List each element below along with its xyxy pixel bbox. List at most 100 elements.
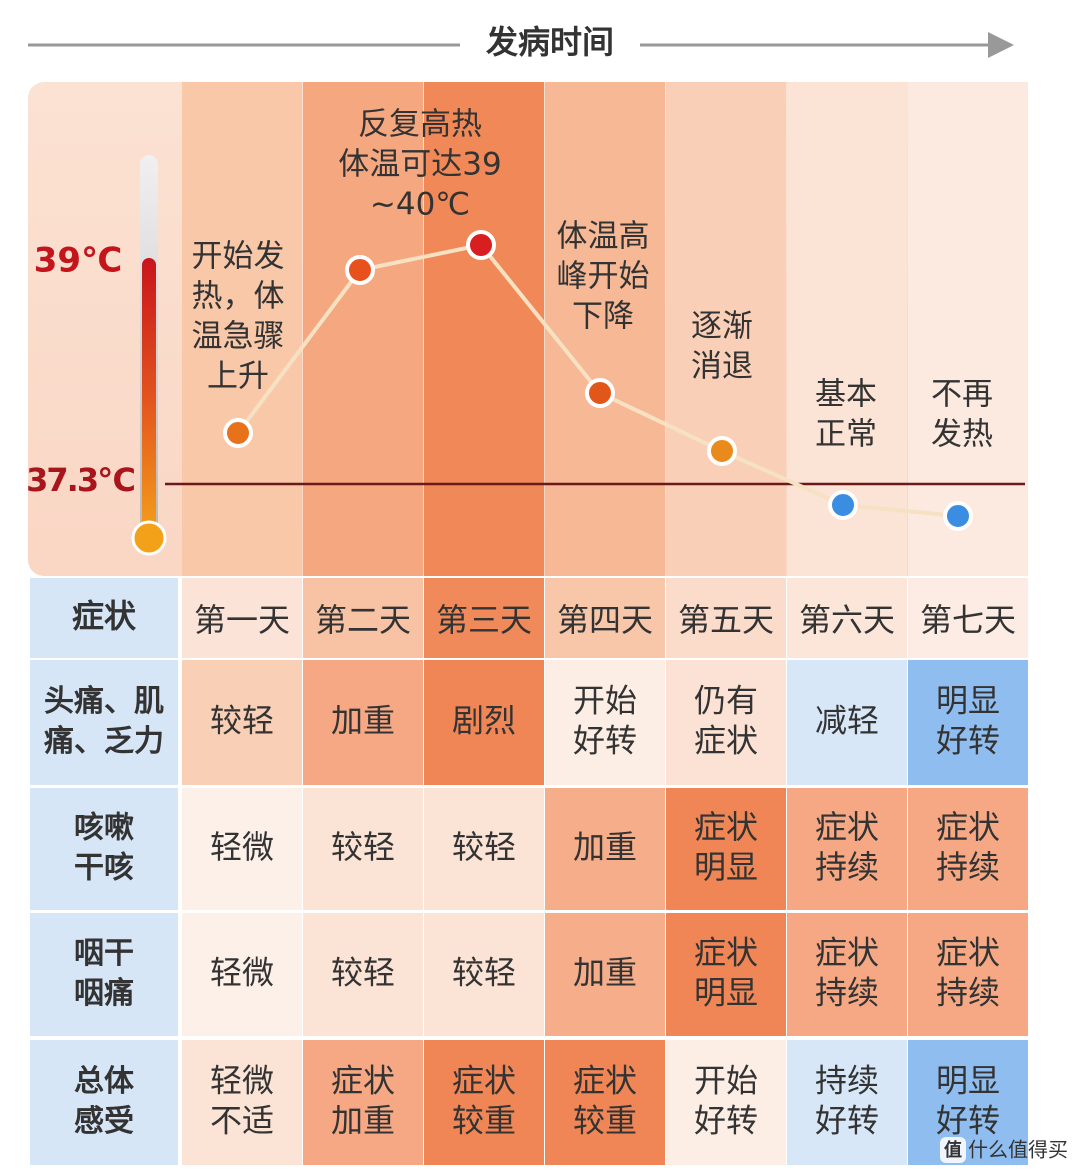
symptom-text: 较轻 [331, 954, 395, 992]
fever-note: 体温高 [557, 219, 650, 255]
watermark-text: 什么值得买 [968, 1138, 1068, 1162]
symptom-cell [303, 660, 423, 785]
thermometer-mercury [142, 258, 156, 538]
day-header-cell [908, 578, 1028, 658]
symptom-cell [787, 788, 907, 910]
symptom-text: 持续 [936, 974, 1000, 1012]
corner-label: 症状 [72, 597, 137, 635]
day-column [545, 82, 665, 576]
symptom-text: 明显 [936, 682, 1000, 720]
symptom-text: 症状 [815, 934, 879, 972]
fever-note: 发热 [931, 417, 993, 453]
symptom-text: 较轻 [452, 954, 516, 992]
corner-cell [30, 578, 178, 658]
symptom-text: 症状 [936, 934, 1000, 972]
symptom-cell [545, 913, 665, 1036]
arrow-head [988, 32, 1014, 58]
symptom-text: 轻微 [210, 954, 274, 992]
day-header-cell [424, 578, 544, 658]
fever-note: 开始发 [192, 239, 285, 275]
temp-dot [585, 378, 615, 408]
row-label: 总体 [74, 1064, 135, 1099]
symptom-cell [182, 913, 302, 1036]
temp-baseline-label: 37.3℃ [26, 461, 134, 499]
symptom-text: 症状 [936, 808, 1000, 846]
symptom-text: 症状 [694, 808, 758, 846]
symptom-text: 好转 [936, 722, 1000, 760]
symptom-cell [303, 913, 423, 1036]
fever-note: 逐渐 [691, 309, 753, 345]
symptom-text: 好转 [694, 1102, 758, 1140]
day-header: 第六天 [799, 601, 895, 639]
symptom-cell [666, 913, 786, 1036]
fever-note: 体温可达39 [338, 147, 501, 183]
symptom-cell [787, 913, 907, 1036]
symptom-cell [303, 788, 423, 910]
symptom-cell [424, 913, 544, 1036]
symptom-cell [787, 1040, 907, 1165]
temp-dot [943, 501, 973, 531]
symptom-text: 开始 [573, 682, 637, 720]
symptom-cell [666, 660, 786, 785]
fever-note: 反复高热 [358, 107, 482, 143]
symptom-text: 好转 [573, 722, 637, 760]
row-label-cell [30, 1040, 178, 1165]
symptom-text: 好转 [936, 1102, 1000, 1140]
title: 发病时间 [486, 23, 614, 61]
day-column [182, 82, 302, 576]
symptom-text: 明显 [694, 974, 758, 1012]
fever-note: ~40℃ [370, 187, 470, 223]
symptom-cell [182, 788, 302, 910]
symptom-text: 加重 [331, 1102, 395, 1140]
day-column [908, 82, 1028, 576]
row-label: 痛、乏力 [44, 724, 164, 759]
row-label-cell [30, 788, 178, 910]
symptom-cell [908, 788, 1028, 910]
day-header: 第五天 [678, 601, 774, 639]
symptom-cell [182, 660, 302, 785]
symptom-text: 明显 [936, 1062, 1000, 1100]
row-label: 感受 [74, 1104, 134, 1139]
symptom-text: 较轻 [452, 828, 516, 866]
symptom-cell [424, 1040, 544, 1165]
day-header-cell [787, 578, 907, 658]
symptom-text: 较重 [573, 1102, 637, 1140]
row-label: 咽痛 [74, 976, 134, 1011]
symptom-cell [908, 1040, 1028, 1165]
symptom-cell [303, 1040, 423, 1165]
row-label-cell [30, 913, 178, 1036]
row-label: 咳嗽 [74, 811, 134, 846]
symptom-text: 开始 [694, 1062, 758, 1100]
symptom-cell [182, 1040, 302, 1165]
temp-dot [707, 436, 737, 466]
symptom-text: 症状 [573, 1062, 637, 1100]
row-label-cell [30, 660, 178, 785]
symptom-cell [545, 660, 665, 785]
fever-note: 基本 [815, 377, 877, 413]
fever-note: 上升 [207, 359, 269, 395]
symptom-text: 持续 [815, 848, 879, 886]
day-header-cell [666, 578, 786, 658]
symptom-text: 症状 [694, 722, 758, 760]
symptom-text: 持续 [815, 974, 879, 1012]
watermark-badge: 值 [944, 1139, 962, 1161]
symptom-text: 好转 [815, 1102, 879, 1140]
symptom-text: 较轻 [331, 828, 395, 866]
day-column [303, 82, 423, 576]
symptom-cell [666, 788, 786, 910]
row-label: 干咳 [74, 851, 134, 886]
temp-dot [466, 230, 496, 260]
symptom-cell [787, 660, 907, 785]
symptom-text: 轻微 [210, 1062, 274, 1100]
symptom-text: 持续 [815, 1062, 879, 1100]
day-header: 第七天 [920, 601, 1016, 639]
day-header-cell [545, 578, 665, 658]
symptom-text: 不适 [210, 1102, 274, 1140]
symptom-text: 轻微 [210, 828, 274, 866]
day-header-cell [182, 578, 302, 658]
day-column [666, 82, 786, 576]
symptom-text: 症状 [815, 808, 879, 846]
symptom-cell [908, 660, 1028, 785]
symptom-text: 加重 [331, 702, 395, 740]
